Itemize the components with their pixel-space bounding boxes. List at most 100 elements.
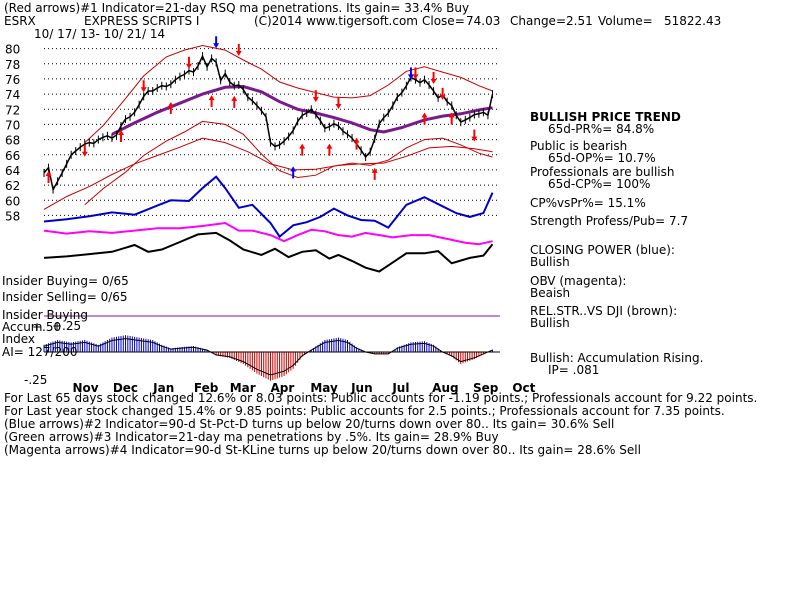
price-line bbox=[43, 52, 494, 194]
month-label: Nov bbox=[73, 381, 99, 395]
red-up-arrow bbox=[353, 137, 360, 150]
closing-power-label: CLOSING POWER (blue): bbox=[530, 243, 675, 257]
red-down-arrow bbox=[471, 129, 478, 142]
pr-text: 65d-PR%= 84.8% bbox=[548, 122, 654, 136]
red-up-arrow bbox=[299, 143, 306, 156]
accumulation-bars bbox=[43, 315, 500, 381]
lower-band-line bbox=[84, 120, 493, 206]
obv-line bbox=[43, 221, 493, 246]
red-up-arrow bbox=[45, 170, 52, 183]
public-title: Public is bearish bbox=[530, 139, 627, 153]
close-value: 74.03 bbox=[466, 14, 500, 28]
red-down-arrow bbox=[412, 67, 419, 80]
strength-text: Strength Profess/Pub= 7.7 bbox=[530, 214, 688, 228]
accum-ma-line bbox=[43, 338, 493, 376]
plus50-label: +.50 bbox=[32, 320, 61, 334]
month-label: Sep bbox=[473, 381, 499, 395]
accum-summary: Bullish: Accumulation Rising. bbox=[530, 351, 703, 365]
footer-line-1: For Last 65 days stock changed 12.6% or … bbox=[4, 391, 757, 405]
signal-arrows bbox=[45, 36, 478, 183]
op-text: 65d-OP%= 10.7% bbox=[548, 151, 656, 165]
obv-value: Beaish bbox=[530, 286, 570, 300]
volume-label: Volume= bbox=[598, 14, 653, 28]
company-text: EXPRESS SCRIPTS I bbox=[84, 14, 199, 28]
y-tick-label: 78 bbox=[5, 58, 20, 72]
footer-line-2: For Last year stock changed 15.4% or 9.8… bbox=[4, 404, 725, 418]
ip-text: IP= .081 bbox=[548, 363, 599, 377]
red-down-arrow bbox=[81, 144, 88, 157]
month-label: Apr bbox=[270, 381, 294, 395]
red-down-arrow bbox=[430, 71, 437, 84]
closing-power-line bbox=[43, 175, 494, 239]
month-label: Jul bbox=[391, 381, 409, 395]
red-up-arrow bbox=[167, 101, 174, 114]
insider-selling-label: Insider Selling= 0/65 bbox=[2, 290, 128, 304]
insider-buying-label-2: Insider Buying bbox=[2, 308, 88, 322]
y-tick-label: 64 bbox=[5, 164, 20, 178]
month-label: Oct bbox=[512, 381, 535, 395]
red-down-arrow bbox=[312, 90, 319, 103]
copyright-text: (C)2014 www.tigersoft.com bbox=[254, 14, 418, 28]
close-label: Close= bbox=[422, 14, 465, 28]
y-tick-label: 62 bbox=[5, 179, 20, 193]
red-up-arrow bbox=[371, 167, 378, 180]
date-range-text: 10/ 17/ 13- 10/ 21/ 14 bbox=[34, 27, 165, 41]
red-down-arrow bbox=[185, 56, 192, 69]
outer-lower-band-line bbox=[43, 137, 493, 210]
red-up-arrow bbox=[326, 143, 333, 156]
rel-str-line bbox=[43, 231, 494, 273]
red-up-arrow bbox=[208, 95, 215, 108]
red-down-arrow bbox=[235, 43, 242, 56]
accum-label: Accum bbox=[2, 320, 43, 334]
insider-buying-label: Insider Buying= 0/65 bbox=[2, 274, 129, 288]
upper-band-line bbox=[84, 44, 493, 143]
month-label: Dec bbox=[113, 381, 138, 395]
red-up-arrow bbox=[231, 95, 238, 108]
minus25-label: -.25 bbox=[24, 373, 47, 387]
indicator1-text: (Red arrows)#1 Indicator=21-day RSQ ma p… bbox=[4, 1, 469, 15]
ai-label: AI= 127/200 bbox=[2, 345, 77, 359]
footer-line-4: (Green arrows)#3 Indicator=21-day ma pen… bbox=[4, 430, 499, 444]
month-label: Mar bbox=[230, 381, 256, 395]
red-up-arrow bbox=[421, 112, 428, 125]
blue-down-arrow bbox=[407, 67, 414, 80]
red-down-arrow bbox=[335, 96, 342, 109]
y-tick-label: 76 bbox=[5, 73, 20, 87]
y-tick-label: 80 bbox=[5, 43, 20, 57]
y-tick-label: 66 bbox=[5, 149, 20, 163]
red-down-arrow bbox=[140, 80, 147, 93]
footer-line-5: (Magenta arrows)#4 Indicator=90-d St-KLi… bbox=[4, 443, 641, 457]
month-label: Jan bbox=[152, 381, 174, 395]
y-tick-label: 72 bbox=[5, 103, 20, 117]
trend-title: BULLISH PRICE TREND bbox=[530, 110, 681, 124]
red-up-arrow bbox=[118, 130, 125, 142]
relstr-value: Bullish bbox=[530, 316, 570, 330]
month-tick-labels: Nov Dec Jan Feb Mar Apr May Jun Jul Aug Sep Oct bbox=[73, 381, 536, 395]
blue-up-arrow bbox=[290, 166, 297, 179]
y-tick-label: 70 bbox=[5, 118, 20, 132]
price-close-line bbox=[43, 54, 494, 192]
y-tick-label: 74 bbox=[5, 88, 20, 102]
closing-power-value: Bullish bbox=[530, 255, 570, 269]
cp-text: 65d-CP%= 100% bbox=[548, 177, 650, 191]
obv-label: OBV (magenta): bbox=[530, 274, 626, 288]
relstr-label: REL.STR..VS DJI (brown): bbox=[530, 304, 677, 318]
red-up-arrow bbox=[448, 112, 455, 125]
month-label: May bbox=[310, 381, 338, 395]
month-label: Jun bbox=[350, 381, 373, 395]
y-tick-label: 58 bbox=[5, 209, 20, 223]
blue-down-arrow bbox=[213, 36, 220, 49]
change-label: Change= bbox=[510, 14, 566, 28]
footer-line-3: (Blue arrows)#2 Indicator=90-d St-Pct-D … bbox=[4, 417, 614, 431]
index-label: Index bbox=[2, 332, 35, 346]
indicator-lines bbox=[43, 175, 494, 273]
month-label: Feb bbox=[194, 381, 219, 395]
cpvspr-text: CP%vsPr%= 15.1% bbox=[530, 196, 646, 210]
month-label: Aug bbox=[432, 381, 458, 395]
symbol-text: ESRX bbox=[4, 14, 36, 28]
gridlines bbox=[44, 48, 500, 216]
change-value: 2.51 bbox=[566, 14, 593, 28]
y-tick-label: 60 bbox=[5, 194, 20, 208]
